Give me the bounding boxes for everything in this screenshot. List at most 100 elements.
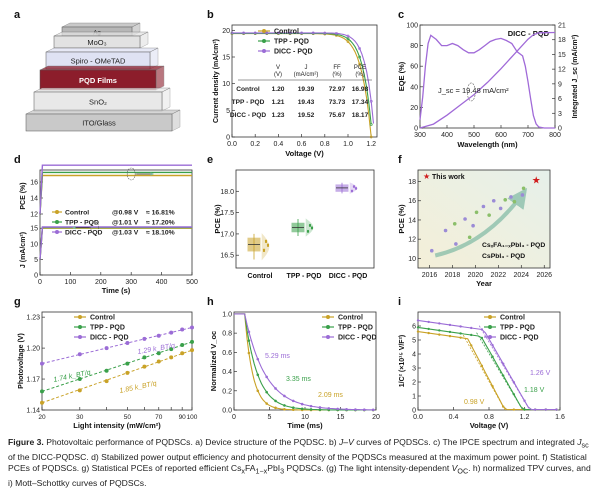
- layer-top-face: [61, 22, 141, 28]
- spo-legend-pce: ≈ 17.20%: [146, 220, 175, 227]
- box-point: [354, 187, 358, 190]
- eqe-y2tick-label: 12: [558, 67, 566, 74]
- jv-legend-marker: [262, 39, 266, 43]
- history-bg: [418, 170, 550, 268]
- tpv-point: [309, 404, 313, 408]
- jv-curve-1: [232, 32, 372, 125]
- panel-label-d: d: [14, 154, 21, 166]
- box-point: [352, 185, 356, 188]
- jv-table-cell: 17.34: [352, 99, 369, 106]
- box-point: [262, 248, 266, 251]
- spo-ytick-label: 16: [30, 180, 38, 187]
- eqe-xlabel: Wavelength (nm): [457, 140, 518, 149]
- jv-ytick-label: 0: [226, 135, 230, 142]
- history-point: [503, 197, 508, 202]
- jv-table-header-unit: (V): [274, 72, 282, 78]
- history-legend-label: This work: [432, 174, 465, 181]
- light-point: [156, 333, 161, 338]
- eqe-annotation: J_sc = 19.48 mA/cm²: [438, 86, 509, 95]
- jv-table-cell: 75.67: [329, 112, 346, 119]
- tpv-point: [291, 399, 295, 403]
- caption-text-4: PQDSCs. (g) The light intensity-dependen…: [284, 463, 452, 474]
- figure-canvas: a b c d e f g h i AgMoO₃Spiro - OMeTADPQ…: [14, 9, 579, 430]
- spo-ellipse-bottom: [90, 221, 100, 234]
- history-point: [463, 217, 467, 221]
- light-xtick-label: 20: [38, 414, 46, 421]
- ms-point: [523, 408, 526, 411]
- panel-label-f: f: [398, 154, 402, 166]
- ms-point: [427, 320, 430, 324]
- light-point: [142, 336, 147, 341]
- ms-vbi-tpp: 1.18 V: [524, 387, 545, 394]
- history-point: [443, 228, 448, 233]
- spo-ylabel-top: PCE (%): [20, 182, 27, 209]
- tpv-legend-marker: [326, 335, 330, 339]
- pce-box-chart: 16.5 17.0 17.5 18.0 PCE (%) Control TPP - PQD D…: [213, 169, 375, 280]
- box-ylabel: PCE (%): [213, 204, 222, 234]
- light-legend-marker: [78, 325, 82, 329]
- tpv-point: [256, 357, 260, 361]
- light-point: [142, 364, 147, 369]
- tpv-point: [256, 389, 260, 393]
- tpv-point: [300, 402, 304, 406]
- jv-point: [369, 123, 373, 126]
- tpv-ytick-label: 1.0: [222, 311, 232, 318]
- eqe-ytick-label: 40: [410, 84, 418, 91]
- jv-xtick-label: 0.6: [297, 141, 307, 148]
- history-ytick-label: 14: [408, 217, 416, 224]
- spo-ellipse-top: [126, 167, 136, 181]
- light-point: [190, 325, 194, 330]
- ms-point: [416, 326, 420, 329]
- light-frame: [41, 311, 193, 411]
- tpv-point: [274, 406, 277, 410]
- caption-text-1: Photovoltaic performance of PQDSCs. a) D…: [43, 437, 339, 447]
- spo-xtick-label: 0: [38, 279, 42, 286]
- tpv-xtick-label: 5: [268, 414, 272, 421]
- tpv-point: [274, 399, 277, 403]
- tpv-point: [283, 407, 286, 411]
- tpv-point: [318, 408, 322, 411]
- light-point: [180, 343, 185, 348]
- ms-point: [512, 381, 516, 384]
- jv-point: [265, 31, 269, 35]
- tpv-point: [345, 408, 348, 411]
- jv-xtick-label: 0.0: [227, 141, 237, 148]
- ms-point: [416, 319, 420, 322]
- panel-label-a: a: [14, 9, 21, 21]
- history-point: [454, 242, 458, 246]
- history-point: [509, 195, 513, 199]
- jv-point: [346, 40, 350, 44]
- tpv-ytick-label: 0.4: [222, 369, 232, 376]
- eqe-ytick-label: 100: [406, 23, 418, 30]
- spo-ylabel-bottom: J (mA/cm²): [20, 232, 27, 268]
- light-point: [104, 368, 109, 373]
- layer-label: Spiro - OMeTAD: [71, 57, 126, 66]
- jv-point: [346, 34, 350, 38]
- light-point: [125, 361, 130, 366]
- ms-xlabel: Voltage (V): [470, 421, 509, 430]
- eqe-ylabel: EQE (%): [397, 61, 406, 91]
- spo-ytick-label: 0: [34, 273, 38, 280]
- light-intensity-chart: 20 30 50 70 90 100 1.14 1.17 1.20 1.23 Light inten…: [18, 311, 198, 430]
- caption-lead: Figure 3.: [8, 437, 44, 447]
- eqe-y2tick-label: 3: [558, 111, 562, 118]
- jv-table-cell: 72.97: [329, 86, 346, 93]
- panel-label-h: h: [207, 296, 214, 308]
- caption-oc: OC: [457, 468, 469, 477]
- jv-xtick-label: 0.4: [274, 141, 284, 148]
- ms-point: [491, 343, 494, 347]
- box-frame: [235, 169, 375, 269]
- light-point: [190, 339, 194, 344]
- history-point: [474, 210, 479, 215]
- ms-point: [438, 322, 441, 325]
- light-legend-label: TPP - PQD: [90, 325, 125, 332]
- light-xlabel: Light intensity (mW/cm²): [73, 421, 161, 430]
- jv-legend-label: DICC - PQD: [274, 49, 313, 56]
- light-point: [169, 330, 174, 335]
- light-fit-2: [41, 326, 193, 365]
- light-legend-label: DICC - PQD: [90, 335, 129, 342]
- light-point: [156, 359, 161, 364]
- light-point: [77, 352, 82, 357]
- light-legend-label: Control: [90, 315, 115, 322]
